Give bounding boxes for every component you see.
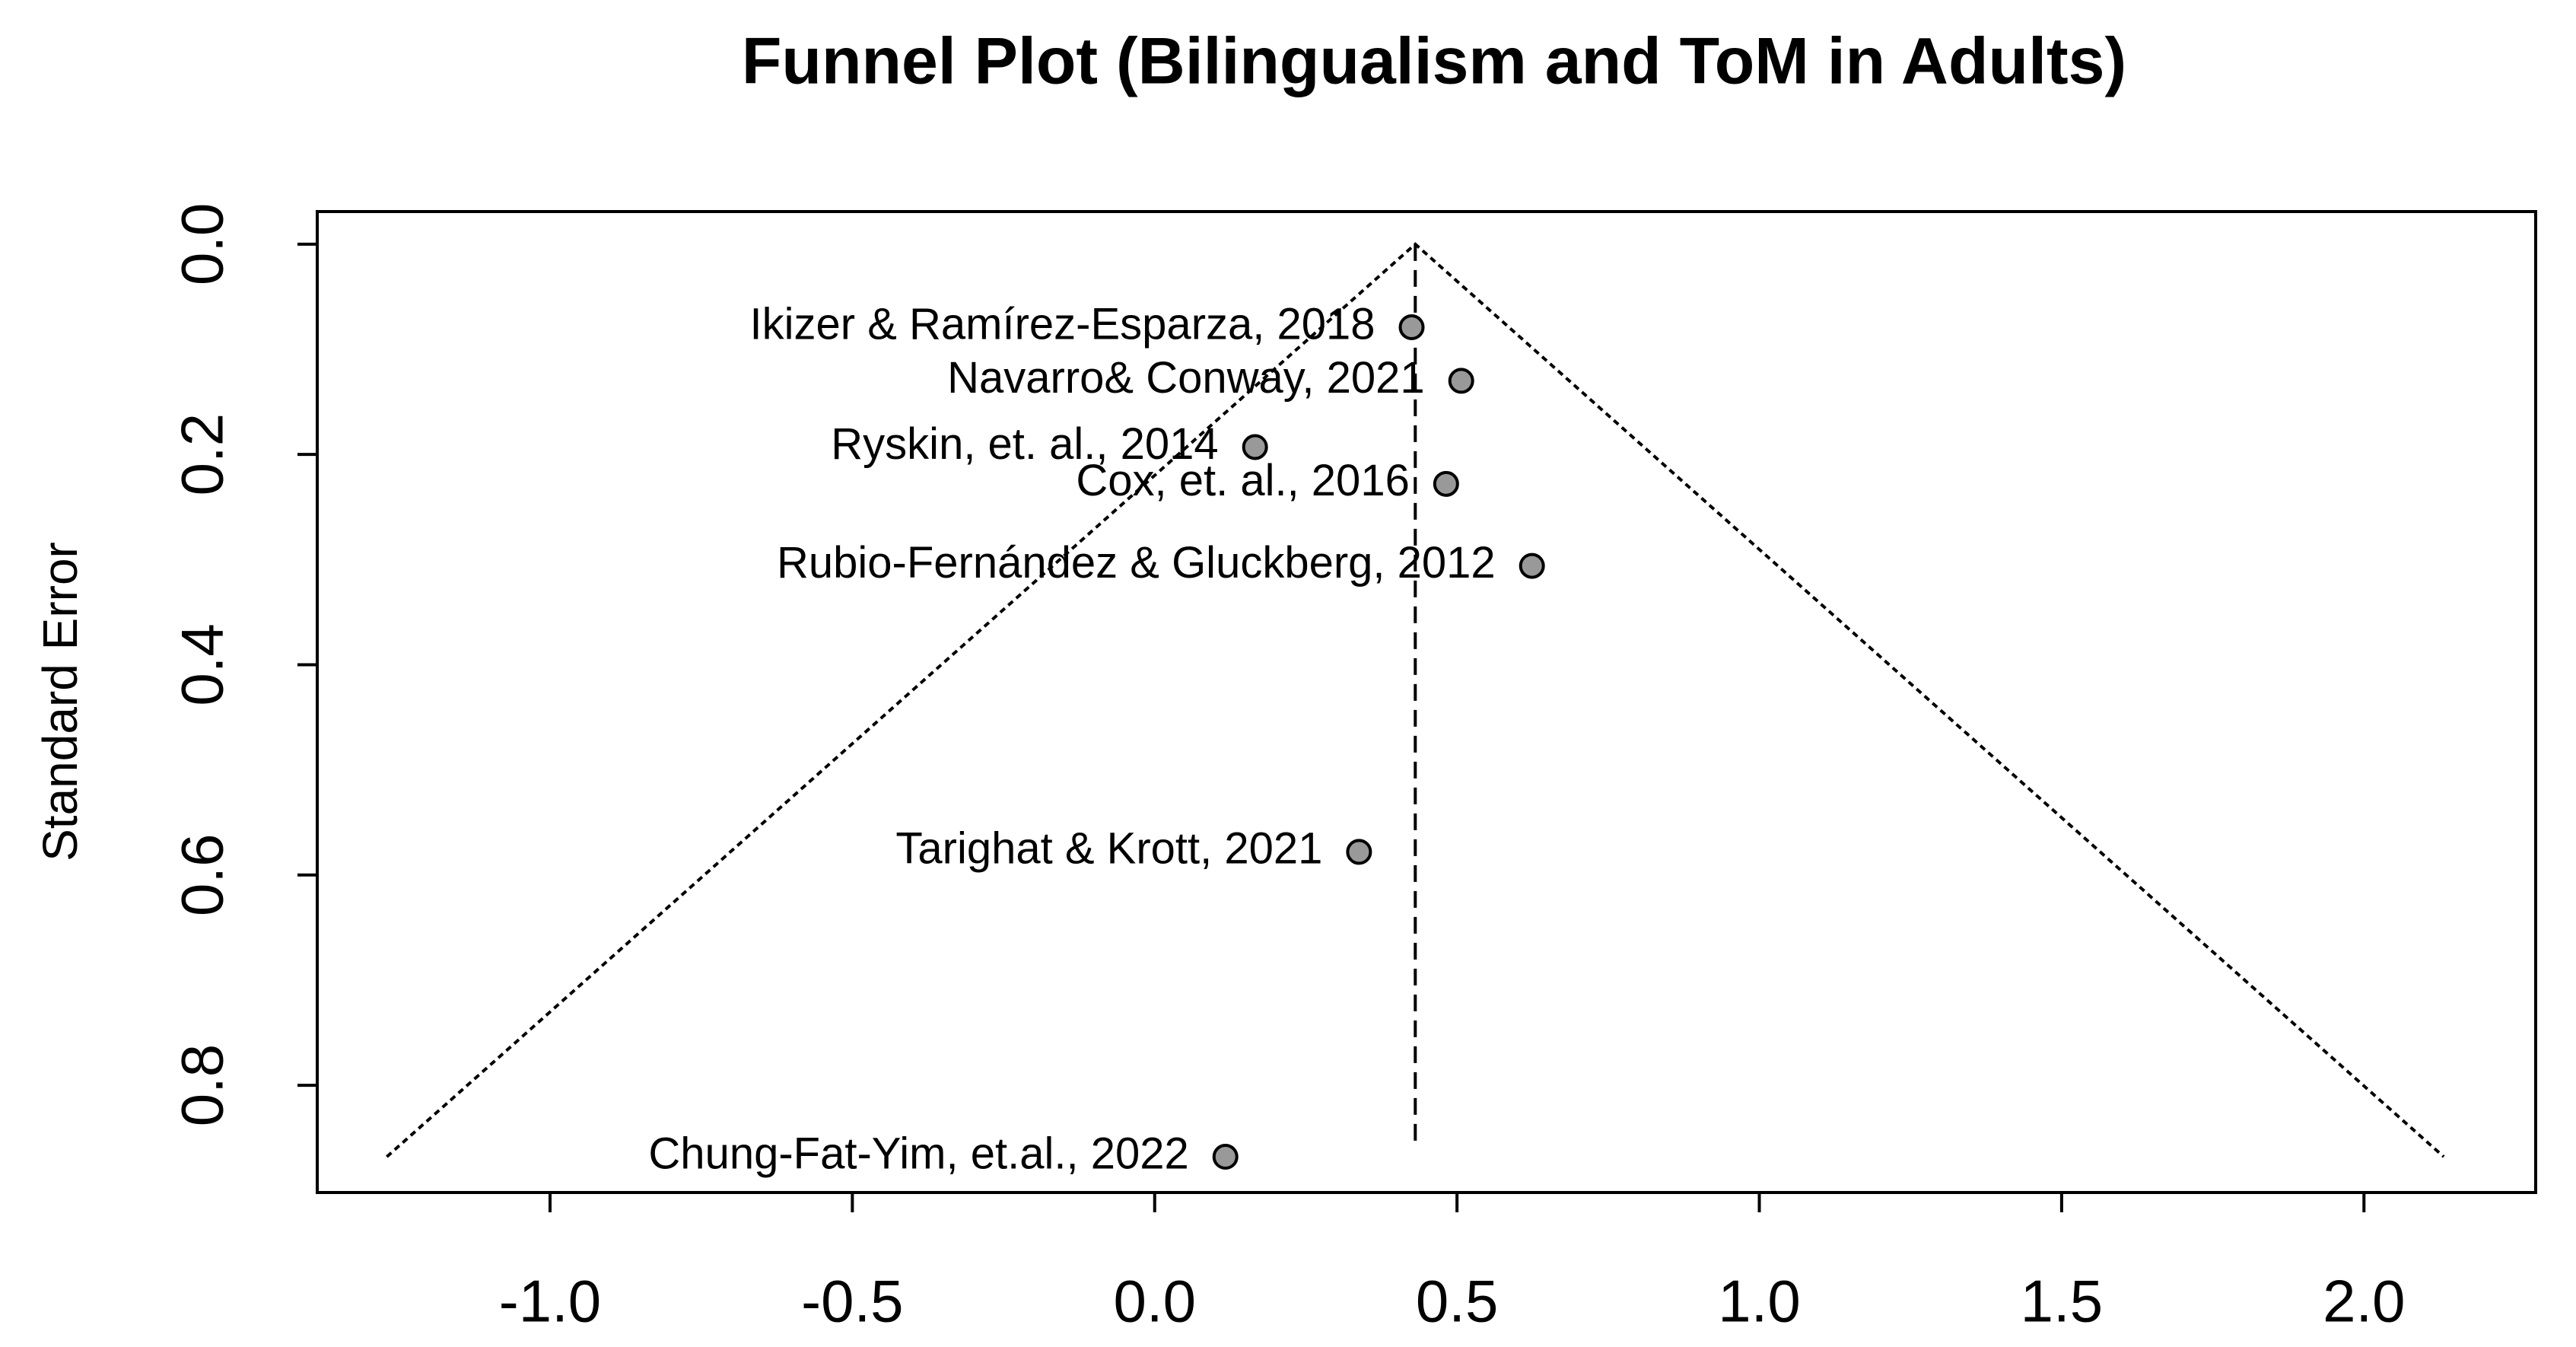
y-tick-label: 0.0 xyxy=(169,203,236,285)
study-point xyxy=(1242,434,1268,460)
x-tick-label: 1.5 xyxy=(2021,1268,2103,1335)
plot-frame xyxy=(316,210,2537,1194)
point-label: Ikizer & Ramírez-Esparza, 2018 xyxy=(750,299,1375,349)
x-tick-label: 0.5 xyxy=(1416,1268,1498,1335)
x-tick-label: 2.0 xyxy=(2323,1268,2405,1335)
point-label: Ryskin, et. al., 2014 xyxy=(831,419,1218,469)
study-point xyxy=(1448,368,1474,394)
study-point xyxy=(1433,470,1459,497)
y-axis-label: Standard Error xyxy=(33,542,87,861)
x-tick-label: -1.0 xyxy=(499,1268,601,1335)
point-label: Rubio-Fernández & Gluckberg, 2012 xyxy=(777,538,1496,588)
study-point xyxy=(1346,839,1372,865)
y-tick-label: 0.4 xyxy=(169,623,236,705)
x-tick-label: 1.0 xyxy=(1718,1268,1800,1335)
study-point xyxy=(1519,552,1545,579)
x-tick-label: 0.0 xyxy=(1114,1268,1196,1335)
study-point xyxy=(1398,314,1425,340)
study-point xyxy=(1212,1144,1239,1170)
y-tick-label: 0.8 xyxy=(169,1044,236,1126)
point-label: Cox, et. al., 2016 xyxy=(1076,456,1409,505)
point-label: Chung-Fat-Yim, et.al., 2022 xyxy=(648,1129,1188,1178)
x-tick-label: -0.5 xyxy=(801,1268,903,1335)
point-label: Navarro& Conway, 2021 xyxy=(947,353,1425,403)
chart-title: Funnel Plot (Bilingualism and ToM in Adu… xyxy=(742,25,2126,98)
point-label: Tarighat & Krott, 2021 xyxy=(895,824,1322,874)
y-tick-label: 0.2 xyxy=(169,413,236,495)
y-tick-label: 0.6 xyxy=(169,834,236,916)
